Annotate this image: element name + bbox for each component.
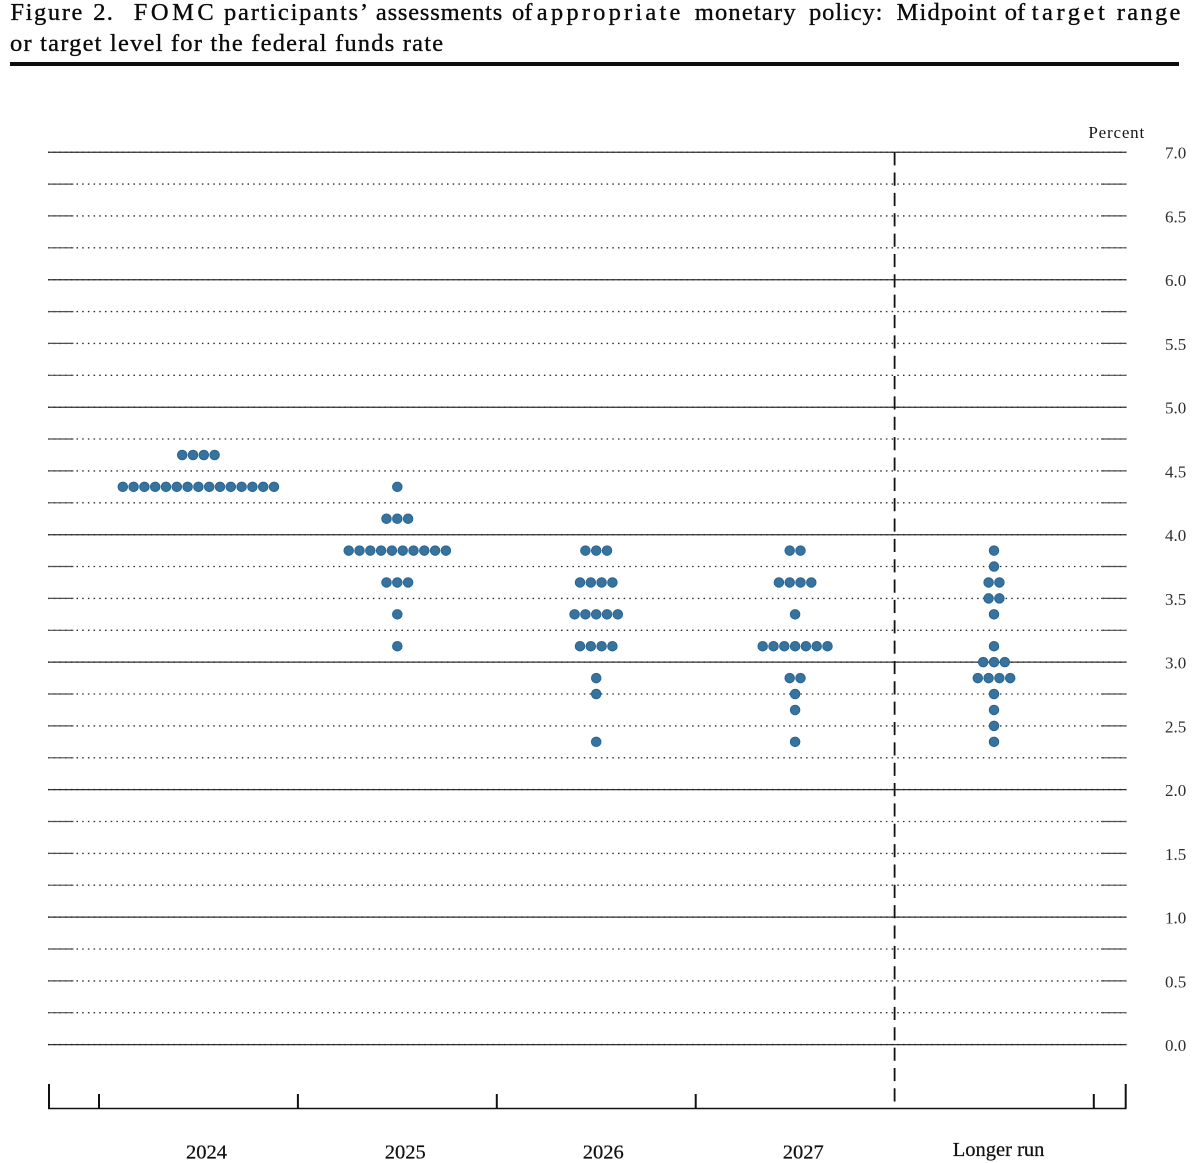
svg-text:3.0: 3.0 bbox=[1165, 654, 1186, 673]
svg-text:6.5: 6.5 bbox=[1165, 207, 1186, 226]
svg-text:2025: 2025 bbox=[385, 1142, 426, 1163]
svg-text:0.0: 0.0 bbox=[1165, 1036, 1186, 1055]
svg-text:7.0: 7.0 bbox=[1165, 144, 1186, 163]
svg-text:4.0: 4.0 bbox=[1165, 526, 1186, 545]
svg-text:2.0: 2.0 bbox=[1165, 781, 1186, 800]
svg-text:Percent: Percent bbox=[1088, 123, 1145, 142]
svg-text:6.0: 6.0 bbox=[1165, 271, 1186, 290]
svg-text:2027: 2027 bbox=[783, 1142, 824, 1163]
svg-text:5.0: 5.0 bbox=[1165, 399, 1186, 418]
svg-text:2026: 2026 bbox=[583, 1142, 624, 1163]
svg-text:5.5: 5.5 bbox=[1165, 335, 1186, 354]
svg-text:4.5: 4.5 bbox=[1165, 462, 1186, 481]
svg-text:1.0: 1.0 bbox=[1165, 909, 1186, 928]
svg-text:2024: 2024 bbox=[186, 1142, 227, 1163]
svg-text:1.5: 1.5 bbox=[1165, 845, 1186, 864]
svg-text:2.5: 2.5 bbox=[1165, 717, 1186, 736]
svg-text:3.5: 3.5 bbox=[1165, 590, 1186, 609]
svg-text:Longer run: Longer run bbox=[953, 1139, 1045, 1161]
svg-text:0.5: 0.5 bbox=[1165, 972, 1186, 991]
